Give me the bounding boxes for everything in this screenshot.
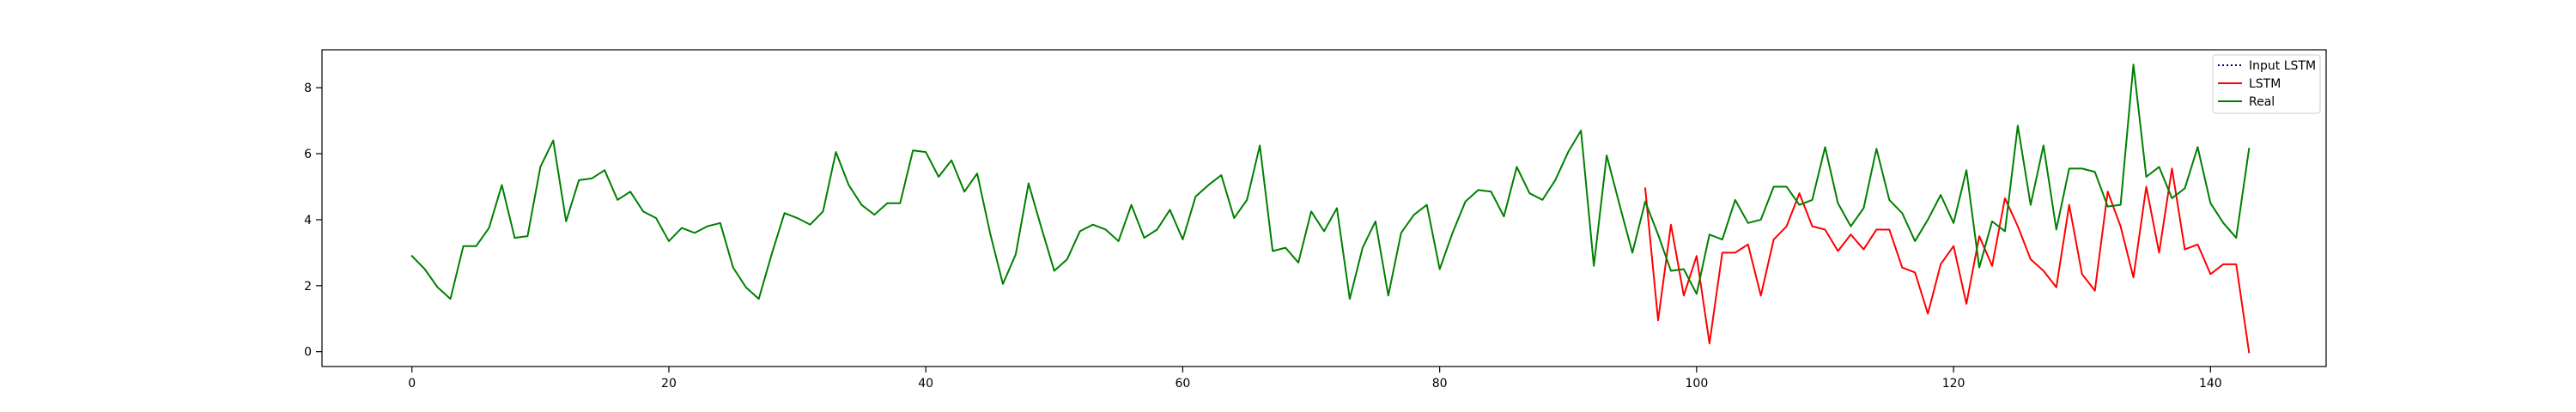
x-tick-label: 140 [2199, 377, 2222, 391]
axes-layer: 0 20 40 60 80 100 120 140 0 2 4 6 8 [304, 49, 2327, 391]
axes-frame [321, 49, 2327, 367]
legend-box [2212, 54, 2321, 114]
legend-entry-real: Real [2249, 95, 2275, 109]
legend-entry-lstm: LSTM [2249, 77, 2281, 91]
y-tick-label: 2 [304, 280, 312, 294]
y-tick-label: 4 [304, 214, 312, 227]
y-tick-label: 0 [304, 346, 312, 360]
plot-area [322, 50, 2326, 367]
x-tick-label: 0 [408, 377, 416, 391]
x-tick-label: 60 [1176, 377, 1191, 391]
series-line-lstm [1643, 167, 2251, 354]
x-tick-label: 100 [1686, 377, 1709, 391]
x-tick-label: 20 [661, 377, 677, 391]
x-tick-label: 120 [1942, 377, 1965, 391]
y-tick-label: 8 [304, 82, 312, 95]
legend-entry-input-lstm: Input LSTM [2249, 59, 2316, 73]
x-tick-label: 40 [918, 377, 933, 391]
legend: Input LSTM LSTM Real [2212, 54, 2321, 114]
y-tick-label: 6 [304, 148, 312, 161]
series-line-real [410, 64, 2251, 300]
series-layer [410, 64, 2251, 354]
x-tick-label: 80 [1432, 377, 1448, 391]
